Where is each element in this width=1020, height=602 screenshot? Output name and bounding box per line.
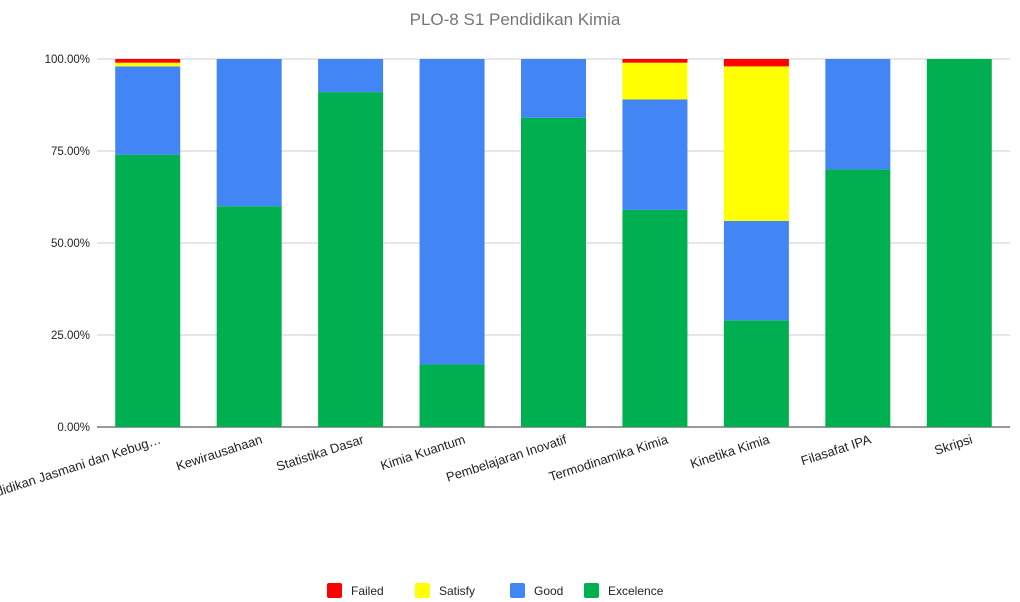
bar-segment-satisfy bbox=[723, 66, 789, 221]
legend-item-failed: Failed bbox=[327, 583, 384, 598]
bar-stack bbox=[318, 59, 384, 428]
bar-segment-excelence bbox=[723, 320, 789, 427]
bar-segment-failed bbox=[723, 59, 789, 67]
bar-segment-good bbox=[521, 59, 586, 118]
y-tick-label: 0.00% bbox=[57, 422, 90, 434]
legend-item-excelence: Excelence bbox=[584, 583, 664, 598]
legend-swatch bbox=[584, 583, 599, 598]
y-tick-label: 100.00% bbox=[45, 54, 90, 66]
bar-segment-excelence bbox=[622, 209, 688, 427]
x-tick-label: Statistika Dasar bbox=[274, 431, 366, 474]
bar-segment-failed bbox=[622, 59, 688, 63]
bar-segment-excelence bbox=[216, 206, 282, 427]
bar-segment-satisfy bbox=[115, 62, 181, 67]
y-tick-label: 25.00% bbox=[51, 330, 90, 342]
legend-item-satisfy: Satisfy bbox=[415, 583, 475, 598]
bar-segment-excelence bbox=[115, 154, 181, 427]
bar-segment-good bbox=[115, 66, 181, 155]
bar-segment-failed bbox=[115, 59, 181, 63]
bar-stack bbox=[825, 59, 891, 427]
bar-segment-excelence bbox=[926, 59, 992, 427]
x-tick-label: Pendidikan Jasmani dan Kebug… bbox=[0, 432, 163, 507]
legend-label: Excelence bbox=[608, 584, 664, 598]
x-tick-label: Skripsi bbox=[932, 432, 974, 458]
bar-segment-excelence bbox=[521, 117, 586, 427]
bar-segment-good bbox=[622, 99, 688, 210]
bar-stack bbox=[419, 59, 485, 427]
bar-segment-good bbox=[825, 59, 891, 170]
bar-segment-excelence bbox=[825, 169, 891, 427]
x-tick-label: Kinetika Kimia bbox=[688, 431, 772, 471]
bar-stack bbox=[115, 59, 181, 427]
bar-segment-excelence bbox=[318, 92, 384, 428]
bar-segment-good bbox=[216, 59, 282, 207]
legend-label: Satisfy bbox=[439, 584, 475, 598]
legend: Failed Satisfy Good Excelence bbox=[327, 583, 664, 598]
bar-segment-good bbox=[723, 220, 789, 321]
chart-title: PLO-8 S1 Pendidikan Kimia bbox=[410, 10, 621, 29]
legend-swatch bbox=[415, 583, 430, 598]
legend-item-good: Good bbox=[510, 583, 563, 598]
bar-stack bbox=[926, 59, 992, 427]
y-tick-label: 75.00% bbox=[51, 146, 90, 158]
legend-swatch bbox=[510, 583, 525, 598]
bar-segment-good bbox=[419, 59, 485, 365]
bar-segment-excelence bbox=[419, 364, 485, 427]
legend-label: Good bbox=[534, 584, 563, 598]
bar-stack bbox=[521, 59, 586, 427]
legend-label: Failed bbox=[351, 584, 384, 598]
bar-stack bbox=[216, 59, 282, 427]
bar-segment-satisfy bbox=[622, 62, 688, 100]
legend-swatch bbox=[327, 583, 342, 598]
bar-stack bbox=[622, 59, 688, 427]
y-tick-label: 50.00% bbox=[51, 238, 90, 250]
bars bbox=[115, 59, 992, 428]
bar-stack bbox=[723, 59, 789, 427]
y-axis: 0.00% 25.00% 50.00% 75.00% 100.00% bbox=[45, 54, 90, 434]
x-axis: Pendidikan Jasmani dan Kebug… Kewirausaha… bbox=[0, 431, 974, 506]
x-tick-label: Kewirausahaan bbox=[174, 432, 264, 474]
bar-segment-good bbox=[318, 59, 384, 93]
x-tick-label: Filasafat IPA bbox=[799, 431, 873, 468]
